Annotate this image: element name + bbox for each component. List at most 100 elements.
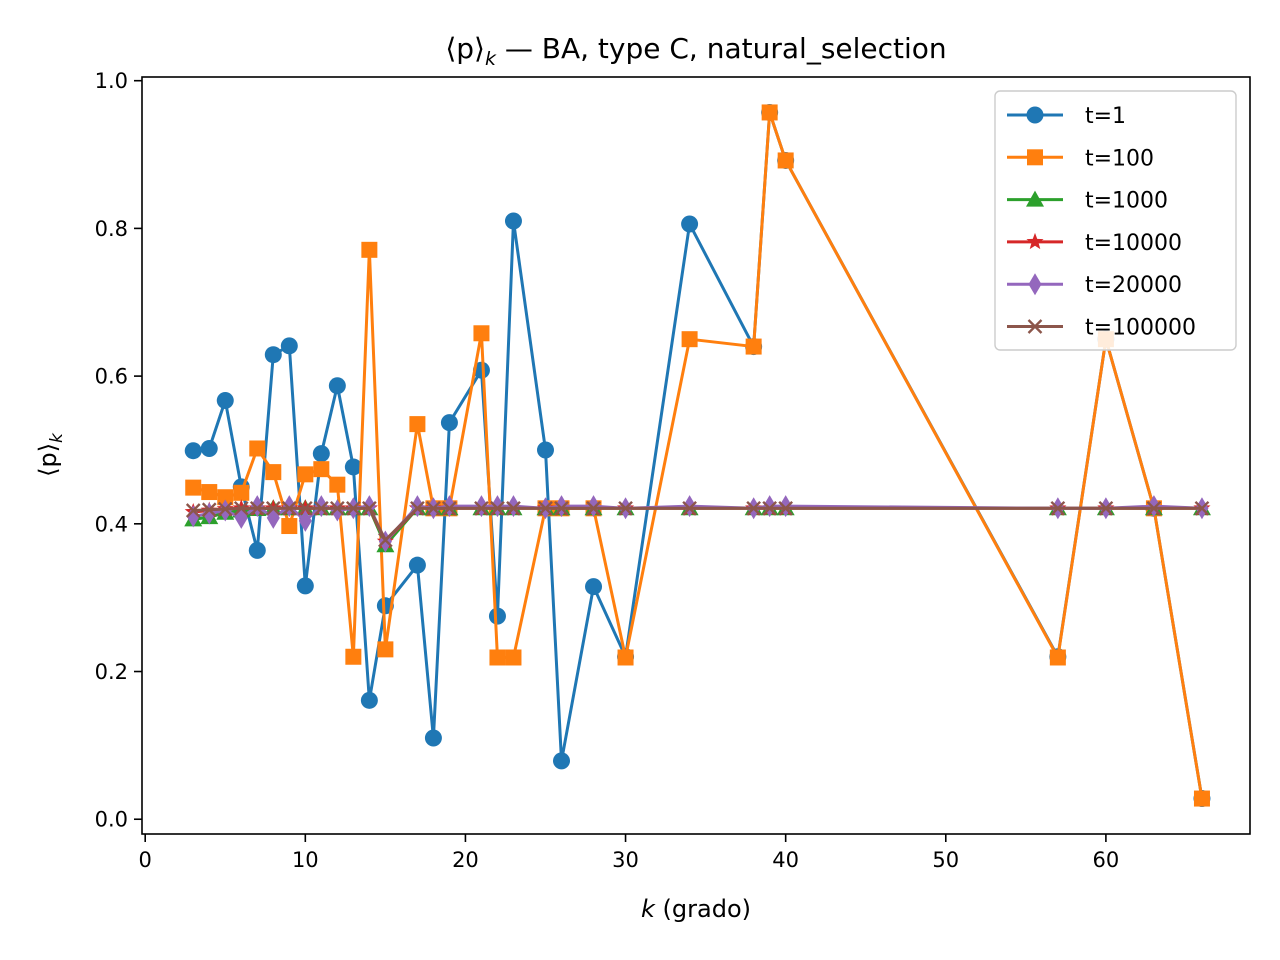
- data-point: [216, 391, 234, 409]
- legend-entry: t=100: [1007, 146, 1154, 171]
- legend-entry: t=100000: [1007, 316, 1196, 341]
- legend-label: t=100: [1085, 146, 1154, 171]
- data-point: [280, 337, 298, 355]
- data-point: [282, 495, 296, 518]
- data-point: [426, 500, 441, 516]
- y-tick-label: 0.0: [95, 808, 128, 832]
- legend-label: t=20000: [1085, 273, 1182, 298]
- legend-marker: [1027, 319, 1043, 334]
- data-point: [329, 500, 345, 516]
- y-tick-label: 0.6: [95, 365, 128, 389]
- data-point: [409, 416, 426, 433]
- data-point: [217, 501, 233, 517]
- legend-entry: t=10000: [1007, 231, 1182, 256]
- data-point: [362, 500, 377, 516]
- data-point: [618, 500, 633, 516]
- data-point: [474, 495, 488, 518]
- data-point: [777, 152, 794, 169]
- x-tick-label: 10: [292, 848, 319, 872]
- data-point: [312, 445, 330, 463]
- data-point: [538, 500, 553, 516]
- data-point: [249, 440, 266, 457]
- data-point: [217, 489, 234, 506]
- data-point: [184, 442, 202, 460]
- data-point: [248, 541, 266, 559]
- title-main: ⟨p⟩: [445, 32, 485, 65]
- data-point: [682, 500, 697, 516]
- legend-label: t=1: [1085, 104, 1126, 129]
- legend-marker: [1026, 190, 1044, 207]
- data-point: [490, 495, 504, 518]
- data-point: [297, 500, 313, 516]
- data-point: [346, 500, 361, 516]
- data-point: [506, 500, 521, 516]
- data-point: [488, 607, 506, 625]
- data-point: [234, 506, 248, 529]
- data-point: [473, 325, 490, 342]
- data-point: [424, 729, 442, 747]
- data-point: [344, 458, 362, 476]
- data-point: [410, 500, 425, 516]
- y-axis-label-main: ⟨p⟩: [34, 443, 62, 477]
- data-point: [408, 556, 426, 574]
- x-tick-label: 50: [932, 848, 959, 872]
- data-point: [505, 649, 522, 666]
- data-point: [746, 500, 761, 516]
- data-point: [185, 479, 202, 496]
- title-subscript: k: [485, 48, 497, 70]
- legend-entry: t=20000: [1007, 273, 1182, 298]
- data-point: [329, 476, 346, 493]
- data-point: [1146, 500, 1162, 516]
- y-tick-label: 0.8: [95, 217, 128, 241]
- data-point: [200, 439, 218, 457]
- data-point: [1147, 495, 1161, 518]
- data-point: [297, 466, 314, 483]
- data-point: [779, 495, 793, 518]
- data-point: [201, 502, 217, 518]
- data-point: [298, 509, 312, 532]
- legend-label: t=1000: [1085, 189, 1168, 214]
- y-tick-label: 0.2: [95, 660, 128, 684]
- y-axis-label: ⟨p⟩k: [34, 432, 67, 477]
- legend-label: t=100000: [1085, 316, 1196, 341]
- x-tick-label: 20: [452, 848, 479, 872]
- legend-marker: [1027, 149, 1043, 166]
- x-tick-label: 0: [139, 848, 152, 872]
- legend-marker: [1026, 232, 1044, 250]
- data-point: [442, 500, 457, 516]
- data-point: [1049, 649, 1066, 666]
- plot-frame: [141, 76, 1251, 835]
- data-point: [504, 212, 522, 230]
- data-point: [362, 495, 376, 518]
- data-point: [233, 500, 249, 516]
- data-point: [442, 495, 456, 518]
- data-point: [472, 361, 490, 379]
- legend-marker: [1026, 106, 1044, 124]
- x-tick-label: 60: [1093, 848, 1120, 872]
- data-point: [617, 649, 634, 666]
- data-point: [440, 414, 458, 432]
- data-point: [266, 506, 280, 529]
- data-point: [554, 500, 569, 516]
- data-point: [249, 500, 265, 516]
- data-point: [201, 484, 218, 501]
- data-point: [553, 752, 571, 770]
- data-point: [410, 495, 424, 518]
- data-point: [345, 648, 362, 665]
- data-point: [264, 346, 282, 364]
- data-point: [681, 215, 699, 233]
- data-point: [681, 331, 698, 348]
- legend-label: t=10000: [1085, 231, 1182, 256]
- data-point: [762, 500, 778, 516]
- data-point: [555, 495, 569, 518]
- data-point: [778, 500, 794, 516]
- data-point: [233, 484, 250, 501]
- title-rest: — BA, type C, natural_selection: [496, 32, 947, 65]
- legend-box: [994, 90, 1237, 351]
- x-axis-label-rest: (grado): [655, 895, 751, 923]
- data-point: [489, 649, 506, 666]
- x-axis-label-variable: k: [641, 895, 656, 923]
- data-point: [296, 577, 314, 595]
- data-point: [314, 495, 328, 518]
- data-point: [763, 495, 777, 518]
